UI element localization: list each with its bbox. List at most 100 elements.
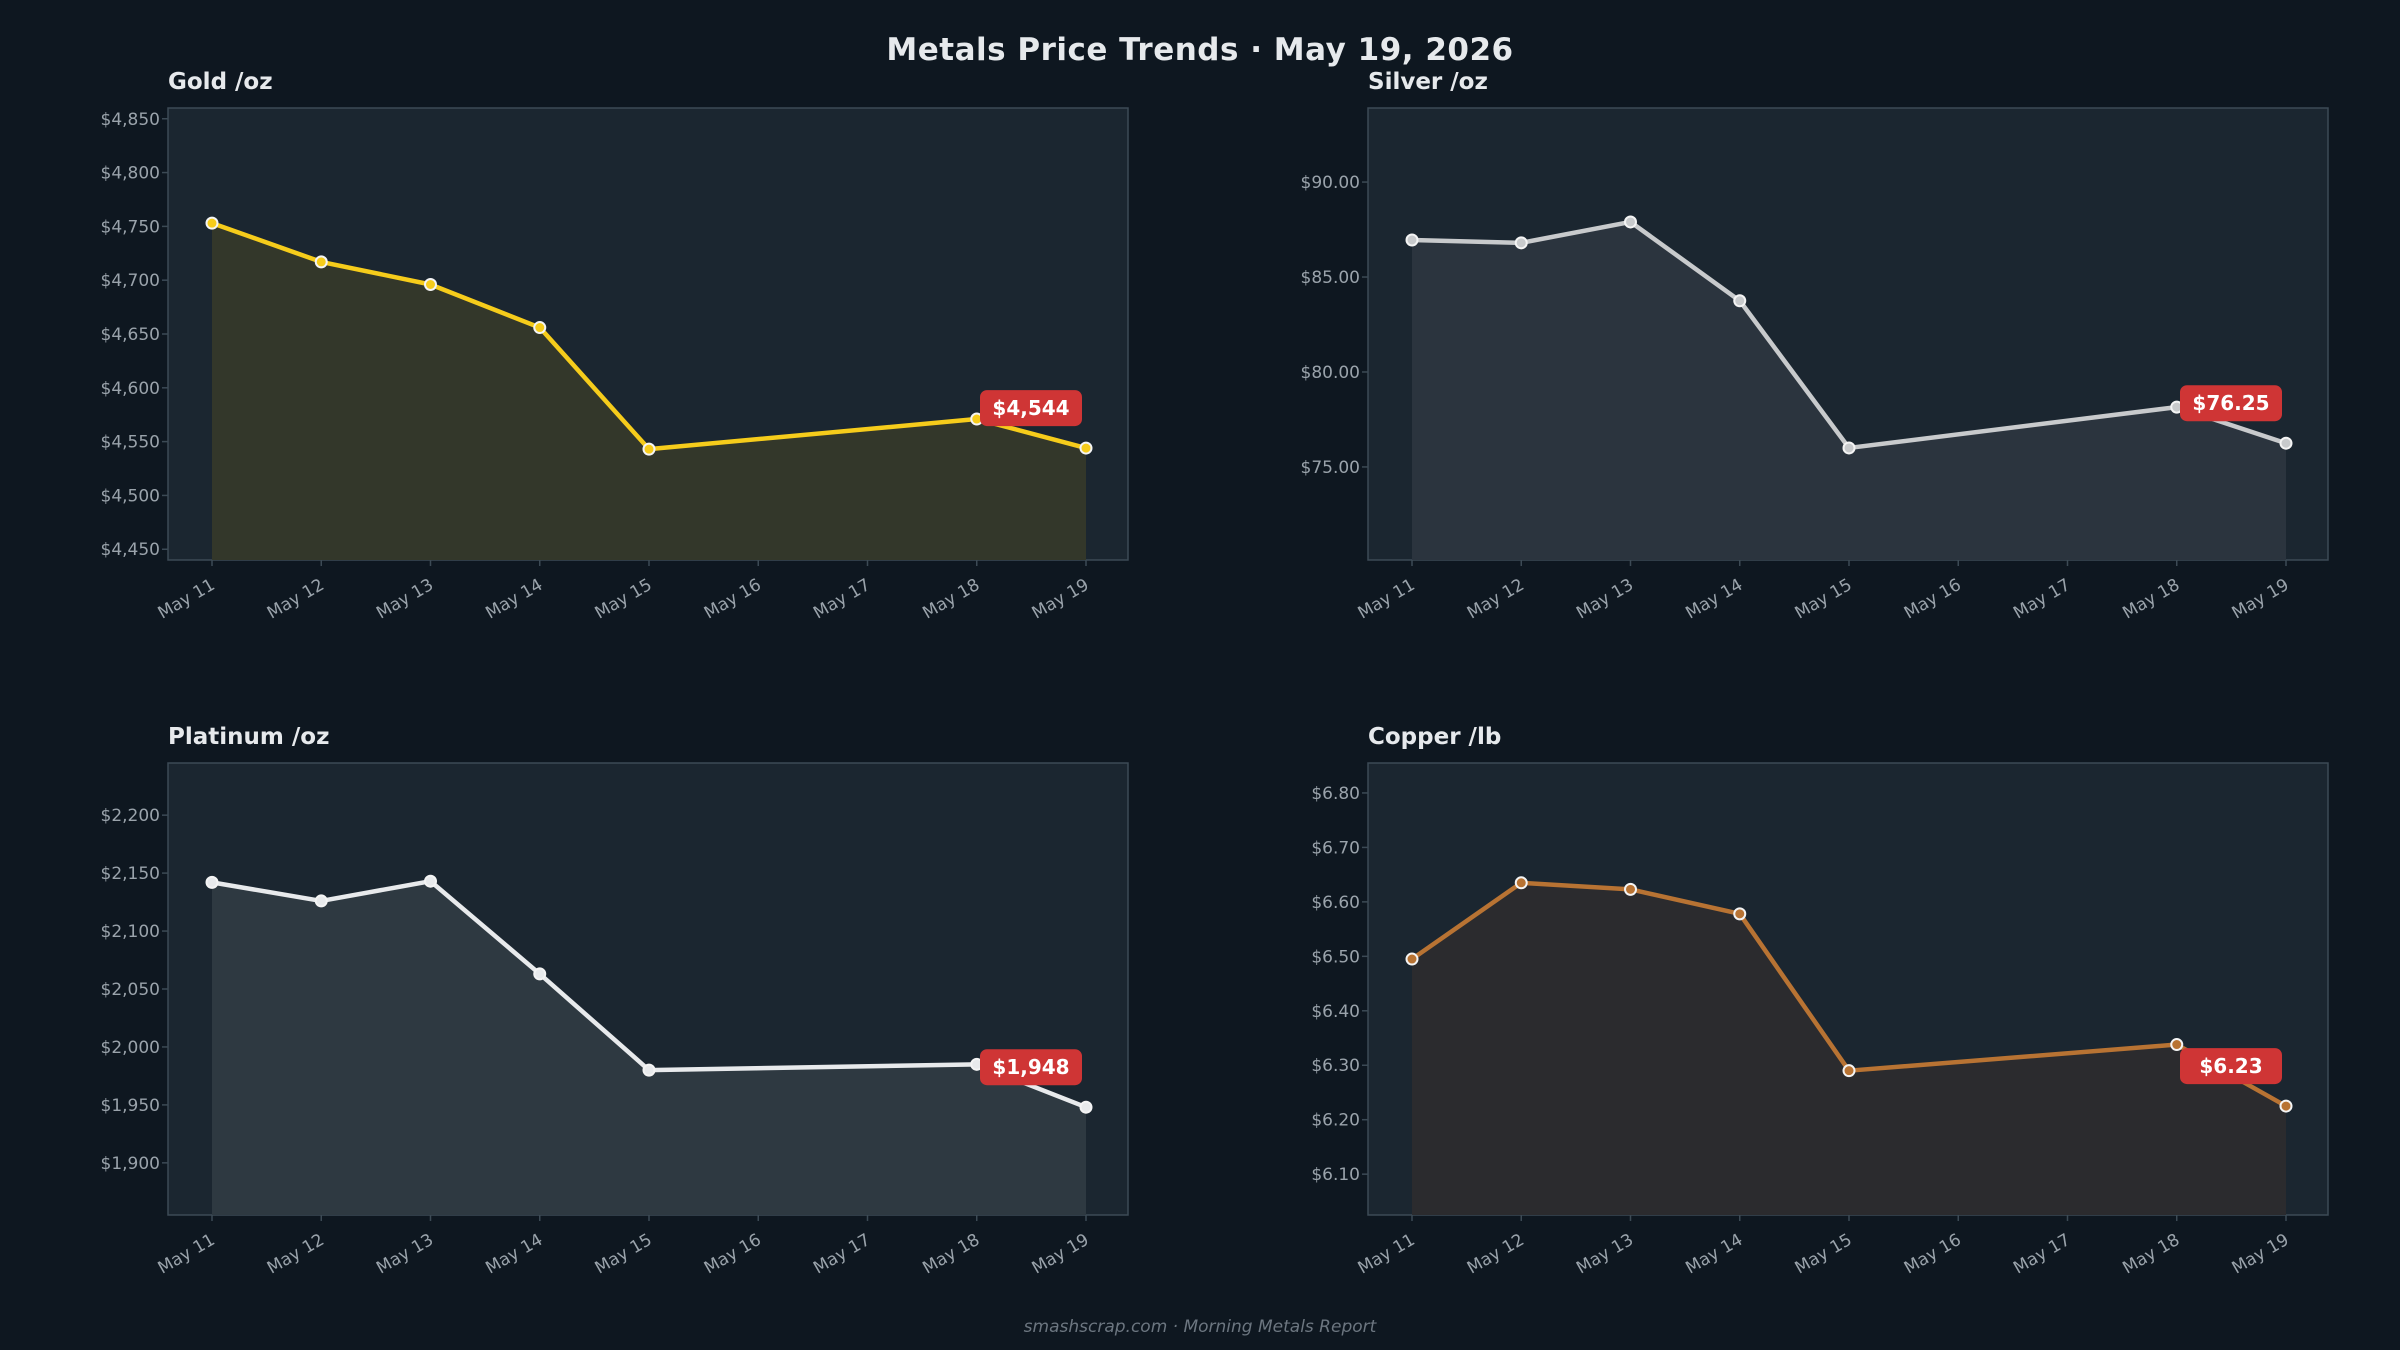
series-area <box>212 223 1086 560</box>
x-tick-label: May 18 <box>2119 575 2183 623</box>
y-tick-label: $4,850 <box>101 110 160 130</box>
data-point <box>424 277 437 291</box>
chart-panel-0: Gold /oz $4,450 $4,500 $4,550 $4,600 $4,650 $4… <box>101 69 1129 623</box>
y-tick-label: $4,550 <box>101 433 160 453</box>
y-tick-label: $85.00 <box>1301 268 1360 288</box>
x-tick-label: May 12 <box>264 575 328 623</box>
x-tick-label: May 12 <box>264 1230 328 1278</box>
y-tick-label: $1,900 <box>101 1154 160 1174</box>
series-area <box>1412 221 2286 560</box>
x-tick-label: May 11 <box>1355 1230 1419 1278</box>
x-tick-label: May 17 <box>810 575 874 623</box>
y-tick-label: $4,650 <box>101 325 160 345</box>
footer-credit: smashscrap.com · Morning Metals Report <box>1023 1317 1377 1337</box>
y-tick-label: $75.00 <box>1301 458 1360 478</box>
x-tick-label: May 14 <box>1682 1230 1746 1278</box>
y-tick-label: $4,450 <box>101 540 160 560</box>
y-tick-label: $6.30 <box>1311 1056 1360 1076</box>
data-point <box>533 967 547 981</box>
x-tick-label: May 14 <box>482 1230 546 1278</box>
y-tick-label: $6.80 <box>1311 784 1360 804</box>
data-point <box>205 875 219 889</box>
last-value-badge <box>980 390 1082 427</box>
x-tick-label: May 16 <box>701 575 765 623</box>
last-value-label: $76.25 <box>2192 391 2269 415</box>
x-tick-label: May 15 <box>1792 575 1856 623</box>
data-point <box>642 442 656 456</box>
chart-panel-3: Copper /lb $6.10 $6.20 $6.30 $6.40 $6.50 $6.60… <box>1311 724 2329 1278</box>
y-tick-label: $6.50 <box>1311 947 1360 967</box>
data-point <box>1079 1100 1093 1114</box>
last-value-label: $6.23 <box>2199 1054 2262 1078</box>
data-point <box>1733 907 1747 921</box>
series-area <box>1412 882 2286 1215</box>
x-tick-label: May 11 <box>155 1230 219 1278</box>
x-tick-label: May 14 <box>482 575 546 623</box>
x-tick-label: May 17 <box>2010 1230 2074 1278</box>
x-tick-label: May 19 <box>1029 575 1093 623</box>
y-tick-label: $2,050 <box>101 980 160 1000</box>
panel-title: Silver /oz <box>1368 69 1488 95</box>
x-tick-label: May 18 <box>919 575 983 623</box>
chart-panel-1: Silver /oz $75.00 $80.00 $85.00 $90.00 May 11… <box>1301 69 2329 623</box>
last-value-badge <box>980 1049 1082 1086</box>
data-point <box>1514 876 1528 890</box>
data-point <box>1842 1064 1856 1078</box>
panel-title: Copper /lb <box>1368 724 1501 750</box>
data-point <box>1624 215 1637 229</box>
y-tick-label: $90.00 <box>1301 173 1360 193</box>
y-tick-label: $1,950 <box>101 1096 160 1116</box>
y-tick-label: $6.70 <box>1311 838 1360 858</box>
main-title: Metals Price Trends · May 19, 2026 <box>886 32 1514 68</box>
y-tick-label: $2,200 <box>101 806 160 826</box>
x-tick-label: May 17 <box>2010 575 2074 623</box>
x-tick-label: May 19 <box>1029 1230 1093 1278</box>
last-value-label: $4,544 <box>992 396 1069 420</box>
x-tick-label: May 19 <box>2229 575 2293 623</box>
y-tick-label: $4,500 <box>101 486 160 506</box>
x-tick-label: May 15 <box>1792 1230 1856 1278</box>
x-tick-label: May 15 <box>592 1230 656 1278</box>
x-tick-label: May 15 <box>592 575 656 623</box>
y-tick-label: $4,750 <box>101 217 160 237</box>
data-point <box>1514 236 1528 250</box>
last-value-label: $1,948 <box>992 1055 1069 1079</box>
data-point <box>2170 1038 2184 1052</box>
x-tick-label: May 11 <box>155 575 219 623</box>
x-tick-label: May 13 <box>373 575 437 623</box>
data-point <box>1405 952 1419 966</box>
y-tick-label: $4,800 <box>101 164 160 184</box>
x-tick-label: May 19 <box>2229 1230 2293 1278</box>
x-tick-label: May 18 <box>919 1230 983 1278</box>
y-tick-label: $80.00 <box>1301 363 1360 383</box>
data-point <box>1079 441 1093 455</box>
x-tick-label: May 11 <box>1355 575 1419 623</box>
data-point <box>205 216 219 230</box>
y-tick-label: $6.20 <box>1311 1111 1360 1131</box>
data-point <box>314 255 328 269</box>
data-point <box>1405 233 1419 247</box>
x-tick-label: May 13 <box>1573 1230 1637 1278</box>
data-point <box>2279 436 2293 450</box>
x-tick-label: May 17 <box>810 1230 874 1278</box>
y-tick-label: $6.40 <box>1311 1002 1360 1022</box>
data-point <box>314 894 328 908</box>
last-value-badge <box>2180 1048 2282 1085</box>
panel-title: Gold /oz <box>168 69 273 95</box>
x-tick-label: May 16 <box>701 1230 765 1278</box>
data-point <box>2279 1099 2293 1113</box>
y-tick-label: $2,100 <box>101 922 160 942</box>
x-tick-label: May 18 <box>2119 1230 2183 1278</box>
y-tick-label: $4,700 <box>101 271 160 291</box>
y-tick-label: $2,150 <box>101 864 160 884</box>
y-tick-label: $2,000 <box>101 1038 160 1058</box>
data-point <box>642 1063 656 1077</box>
x-tick-label: May 13 <box>373 1230 437 1278</box>
x-tick-label: May 12 <box>1464 1230 1528 1278</box>
panel-title: Platinum /oz <box>168 724 329 750</box>
series-area <box>212 881 1086 1215</box>
y-tick-label: $4,600 <box>101 379 160 399</box>
y-tick-label: $6.60 <box>1311 893 1360 913</box>
